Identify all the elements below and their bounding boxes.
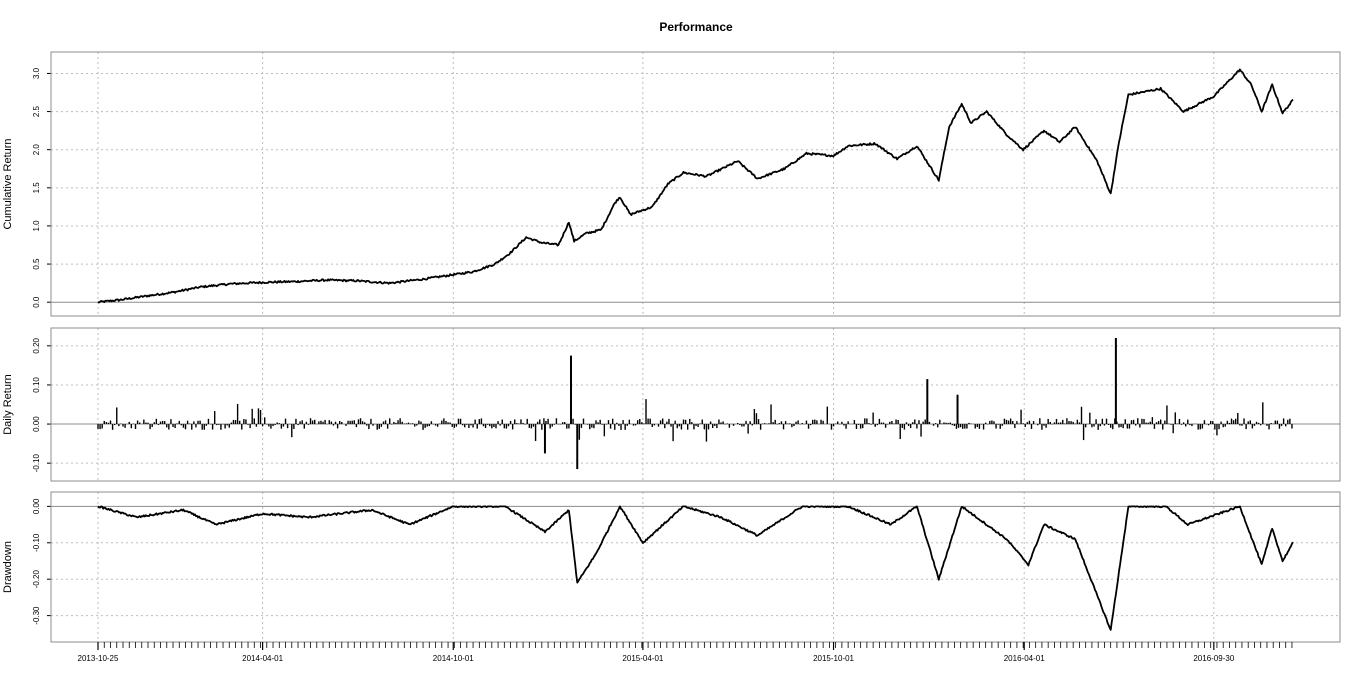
y-tick-label: 3.0 <box>32 67 41 79</box>
y-tick-label: -0.10 <box>32 454 41 473</box>
series-line-cumulative <box>97 68 1294 304</box>
y-axis-label-cumulative: Cumulative Return <box>2 138 14 229</box>
chart-title: Performance <box>659 20 733 34</box>
x-tick-label: 2016-09-30 <box>1193 654 1234 663</box>
x-tick-label: 2015-10-01 <box>813 654 854 663</box>
x-tick-label: 2015-04-01 <box>622 654 663 663</box>
y-axis-label-drawdown: Drawdown <box>2 541 14 593</box>
x-tick-label: 2014-04-01 <box>242 654 283 663</box>
y-tick-label: 0.20 <box>32 337 41 353</box>
panel-frame-drawdown <box>50 491 1341 643</box>
y-axis-label-daily: Daily Return <box>2 374 14 435</box>
y-tick-label: -0.30 <box>32 606 41 625</box>
y-tick-label: 0.5 <box>32 258 41 270</box>
y-tick-label: 0.10 <box>32 377 41 393</box>
x-tick-label: 2014-10-01 <box>433 654 474 663</box>
y-tick-label: 0.00 <box>32 416 41 432</box>
y-tick-label: 0.0 <box>32 296 41 308</box>
y-tick-label: 1.5 <box>32 182 41 194</box>
panel-frame-daily <box>50 327 1341 482</box>
x-tick-label: 2016-04-01 <box>1004 654 1045 663</box>
panel-frame-cumulative <box>50 51 1341 317</box>
y-tick-label: 0.00 <box>32 498 41 514</box>
x-tick-label: 2013-10-25 <box>78 654 119 663</box>
y-tick-label: -0.10 <box>32 533 41 552</box>
y-tick-label: 1.0 <box>32 220 41 232</box>
y-tick-label: 2.0 <box>32 144 41 156</box>
y-tick-label: 2.5 <box>32 105 41 117</box>
y-tick-label: -0.20 <box>32 570 41 589</box>
series-line-drawdown <box>97 505 1294 631</box>
